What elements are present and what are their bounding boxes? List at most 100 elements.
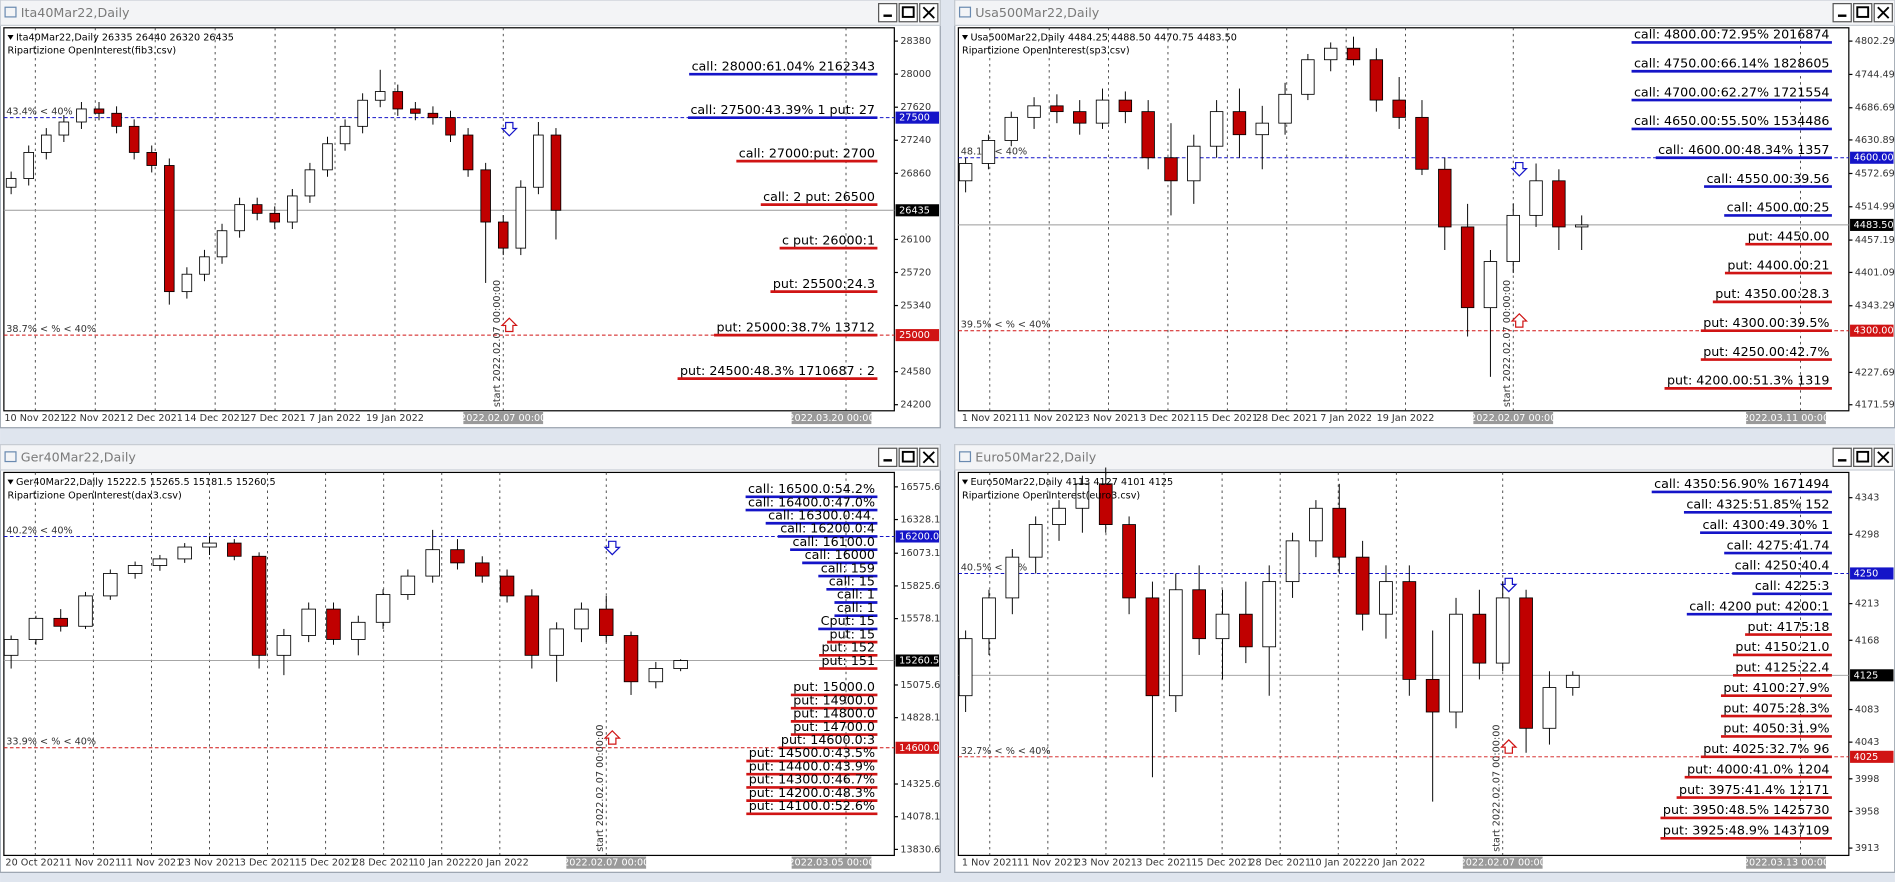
candle-body: [1141, 111, 1155, 159]
window-min-button[interactable]: [1832, 3, 1852, 23]
candle-body: [981, 140, 996, 164]
candle-body: [450, 549, 465, 564]
candle-body: [1574, 224, 1589, 228]
candle-body: [23, 152, 34, 179]
date-label: 15 Dec 2021: [295, 858, 357, 869]
candle-body: [5, 178, 17, 188]
up-arrow: [1510, 312, 1528, 328]
candle-body: [1379, 581, 1393, 615]
candle-body: [1529, 180, 1543, 216]
window-min-button[interactable]: [878, 3, 898, 23]
start-label: start 2022.02.07 00:00:00: [1492, 724, 1503, 851]
date-label: 15 Dec 2021: [1191, 858, 1253, 869]
candle-body: [28, 617, 44, 640]
candle-body: [181, 273, 193, 293]
cursor-date: 2022.02.07 00:00: [1460, 858, 1546, 869]
candle-body: [427, 112, 439, 119]
candle-body: [1095, 99, 1110, 124]
button-glyph: [1877, 451, 1890, 464]
candle-body: [1255, 122, 1269, 136]
current-price-box: [895, 654, 940, 667]
chart-subtitle: Ripartizione OpenInterest(sp3.csv): [962, 46, 1130, 57]
option-label: call: 4600.00:48.34% 1357: [1658, 142, 1829, 157]
lower-price-box: [1850, 750, 1894, 763]
option-label: call: 1: [837, 600, 875, 615]
button-glyph: [1856, 6, 1870, 18]
start-label: start 2022.02.07 00:00:00: [1502, 280, 1513, 407]
candle-body: [374, 91, 386, 101]
y-tick-label: 13830.6: [900, 844, 940, 855]
candle-body: [1460, 226, 1475, 309]
option-label: put: 14800.0: [793, 706, 875, 721]
candle-body: [146, 152, 157, 166]
date-label: 19 Jan 2022: [1377, 413, 1435, 424]
option-label: put: 4025:32.7% 96: [1703, 741, 1829, 756]
date-label: 7 Jan 2022: [1320, 413, 1372, 424]
y-tick-label: 14078.1: [900, 812, 940, 823]
y-tick-label: 4572.69: [1855, 168, 1895, 179]
window-min-button[interactable]: [1832, 447, 1852, 467]
option-label: call: 28000:61.04% 2162343: [692, 58, 875, 73]
candle-body: [673, 660, 688, 669]
candle-body: [287, 195, 298, 223]
candle-body: [1278, 93, 1292, 124]
date-label: 11 Nov 2021: [121, 858, 183, 869]
candle-body: [1449, 613, 1463, 713]
candle-body: [202, 542, 217, 548]
button-glyph: [1877, 6, 1890, 19]
option-label: call: 16500.0:54.2%: [748, 481, 875, 496]
current-price-label: 26435: [899, 205, 930, 216]
current-price-label: 4125: [1854, 670, 1879, 681]
candle-body: [3, 639, 19, 656]
y-tick-label: 15578.1: [900, 614, 940, 625]
cursor-date: 2022.02.07 00:00: [563, 858, 649, 869]
candle-body: [177, 546, 192, 560]
y-tick-label: 4401.09: [1855, 267, 1895, 278]
candle-body: [339, 125, 351, 145]
date-label: 3 Dec 2021: [1140, 413, 1196, 424]
option-label: call: 4225:3: [1755, 578, 1830, 593]
date-label: 10 Jan 2022: [1309, 858, 1367, 869]
candle-body: [103, 573, 118, 597]
option-label: call: 16400.0:47.0%: [748, 494, 875, 509]
candle-body: [1346, 47, 1361, 61]
option-label: put: 14600.0:3: [781, 732, 875, 747]
candle-body: [127, 565, 143, 574]
y-tick-label: 28380: [900, 36, 931, 47]
date-label: 22 Nov 2021: [64, 413, 126, 424]
candle-body: [1369, 59, 1384, 101]
info-triangle: [7, 35, 14, 40]
date-label: 2 Dec 2021: [127, 413, 183, 424]
down-arrow: [500, 121, 518, 137]
y-tick-label: 4227.69: [1855, 367, 1895, 378]
y-tick-label: 26860: [900, 168, 931, 179]
cursor-date-box: [566, 856, 647, 869]
candle-body: [1565, 674, 1580, 688]
candle-body: [1209, 111, 1224, 147]
option-label: put: 14300.0:46.7%: [749, 772, 875, 787]
y-tick-label: 3998: [1855, 774, 1880, 785]
candle-body: [357, 99, 368, 127]
y-tick-label: 27240: [900, 135, 931, 146]
window-min-button[interactable]: [878, 447, 898, 467]
up-arrow: [500, 317, 518, 333]
upper-price-box: [1850, 151, 1894, 164]
candle-body: [251, 204, 263, 214]
down-arrow: [1510, 161, 1528, 177]
upper-note: 40.2% < 40%: [6, 525, 72, 536]
candle-body: [549, 628, 564, 656]
option-label: c put: 26000:1: [782, 232, 875, 247]
candle-body: [1285, 540, 1300, 583]
window-icon: [958, 451, 972, 463]
button-glyph: [922, 451, 935, 464]
date-label: 28 Dec 2021: [1249, 858, 1311, 869]
lower-note: 32.7% < % < 40%: [961, 746, 1051, 757]
candle-body: [269, 212, 281, 223]
candle-body: [499, 575, 515, 597]
option-label: put: 3975:41.4% 12171: [1679, 782, 1829, 797]
option-label: put: 4000:41.0% 1204: [1687, 761, 1829, 776]
window-icon: [958, 6, 972, 18]
upper-price-box: [1850, 567, 1894, 580]
